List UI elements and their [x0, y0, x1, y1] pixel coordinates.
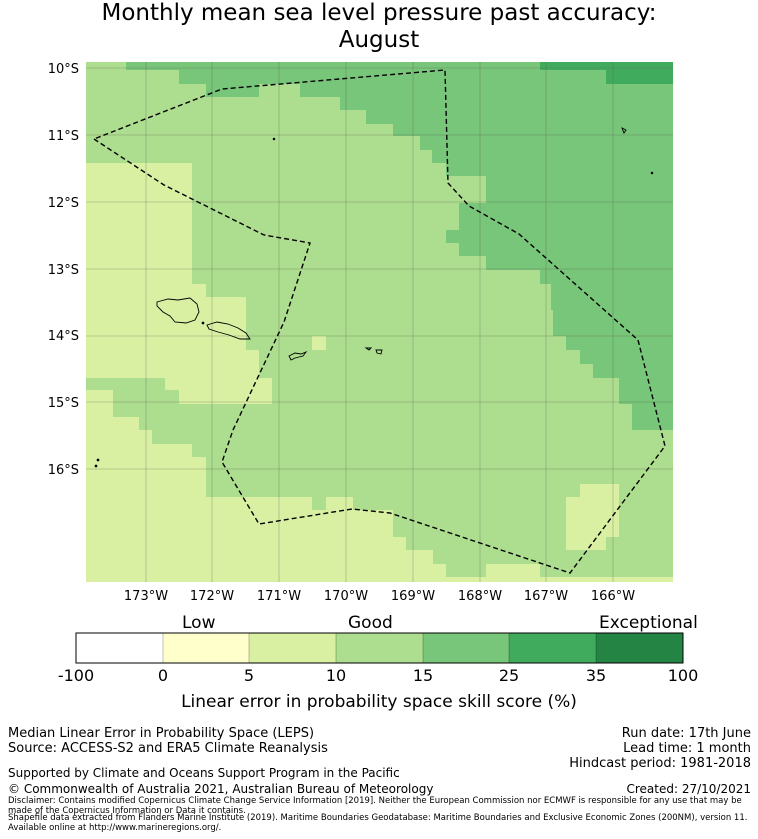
colorbar-tick: 5 [243, 666, 255, 685]
lat-label-15s: 15°S [48, 396, 79, 411]
field-fair-patch [312, 336, 326, 350]
source-text: Source: ACCESS-S2 and ERA5 Climate Reana… [8, 741, 328, 756]
colorbar-segment-6 [509, 633, 596, 663]
lon-label-168w: 168°W [458, 589, 502, 604]
lat-label-14s: 14°S [48, 329, 79, 344]
chart-title-line2: August [338, 27, 420, 53]
colorbar-segment-7 [596, 633, 683, 663]
colorbar-tick: 0 [157, 666, 169, 685]
lon-label-172w: 172°W [190, 589, 234, 604]
colorbar-segment-3 [249, 633, 336, 663]
lon-label-167w: 167°W [524, 589, 568, 604]
lat-label-16s: 16°S [48, 463, 79, 478]
gridlines [86, 62, 673, 582]
islands [94, 127, 654, 468]
chart-title-line1: Monthly mean sea level pressure past acc… [101, 0, 657, 26]
island-savaii [156, 297, 200, 324]
skill-field [86, 62, 673, 582]
field-excellent [540, 62, 673, 84]
colorbar-tick: -100 [57, 666, 95, 685]
shapefile-credit: Shapefile data extracted from Flanders M… [8, 813, 748, 833]
lon-label-170w: 170°W [324, 589, 368, 604]
lon-label-169w: 169°W [391, 589, 435, 604]
lat-label-11s: 11°S [48, 129, 79, 144]
colorbar-segment-5 [423, 633, 509, 663]
colorbar [75, 632, 684, 664]
category-label-good: Good [348, 613, 393, 633]
islet-3 [96, 458, 100, 462]
lat-label-10s: 10°S [48, 62, 79, 77]
category-label-exceptional: Exceptional [599, 613, 698, 633]
support-text: Supported by Climate and Oceans Support … [8, 766, 400, 780]
axis-labels: 10°S 11°S 12°S 13°S 14°S 15°S 16°S 173°W… [48, 62, 636, 604]
field-good-corner [86, 62, 126, 70]
islet-5 [201, 321, 205, 325]
lat-label-12s: 12°S [48, 196, 79, 211]
colorbar-title: Linear error in probability space skill … [181, 692, 577, 712]
colorbar-tick: 15 [412, 666, 434, 685]
created-date: Created: 27/10/2021 [626, 782, 751, 796]
run-date: Run date: 17th June [621, 726, 751, 741]
field-very-good [126, 62, 673, 430]
island-manua-2 [375, 349, 383, 355]
leps-description: Median Linear Error in Probability Space… [8, 726, 315, 741]
colorbar-segment-1 [76, 633, 163, 663]
hindcast-period: Hindcast period: 1981-2018 [569, 756, 751, 771]
colorbar-tick: 10 [325, 666, 347, 685]
field-fair-south [86, 390, 673, 582]
colorbar-outline [75, 632, 684, 664]
islet-2 [650, 171, 654, 175]
eez-boundary [92, 69, 666, 574]
islet-4 [94, 464, 98, 468]
colorbar-segment-2 [163, 633, 249, 663]
colorbar-tick: 25 [498, 666, 520, 685]
lat-label-13s: 13°S [48, 263, 79, 278]
colorbar-segment-4 [336, 633, 423, 663]
lead-time: Lead time: 1 month [623, 741, 751, 756]
colorbar-tick: 100 [667, 666, 699, 685]
field-fair-southeast [566, 484, 619, 550]
lon-label-173w: 173°W [124, 589, 168, 604]
island-manua-1 [364, 347, 373, 351]
field-fair-west [86, 163, 272, 404]
category-label-low: Low [182, 613, 216, 633]
islet-1 [272, 137, 276, 141]
lon-label-166w: 166°W [591, 589, 635, 604]
island-upolu [206, 321, 251, 340]
disclaimer-text: Disclaimer: Contains modified Copernicus… [8, 796, 742, 816]
lon-label-171w: 171°W [257, 589, 301, 604]
island-tutuila [288, 350, 308, 361]
colorbar-tick: 35 [585, 666, 607, 685]
island-swains [621, 127, 627, 134]
copyright-text: © Commonwealth of Australia 2021, Austra… [8, 782, 434, 796]
